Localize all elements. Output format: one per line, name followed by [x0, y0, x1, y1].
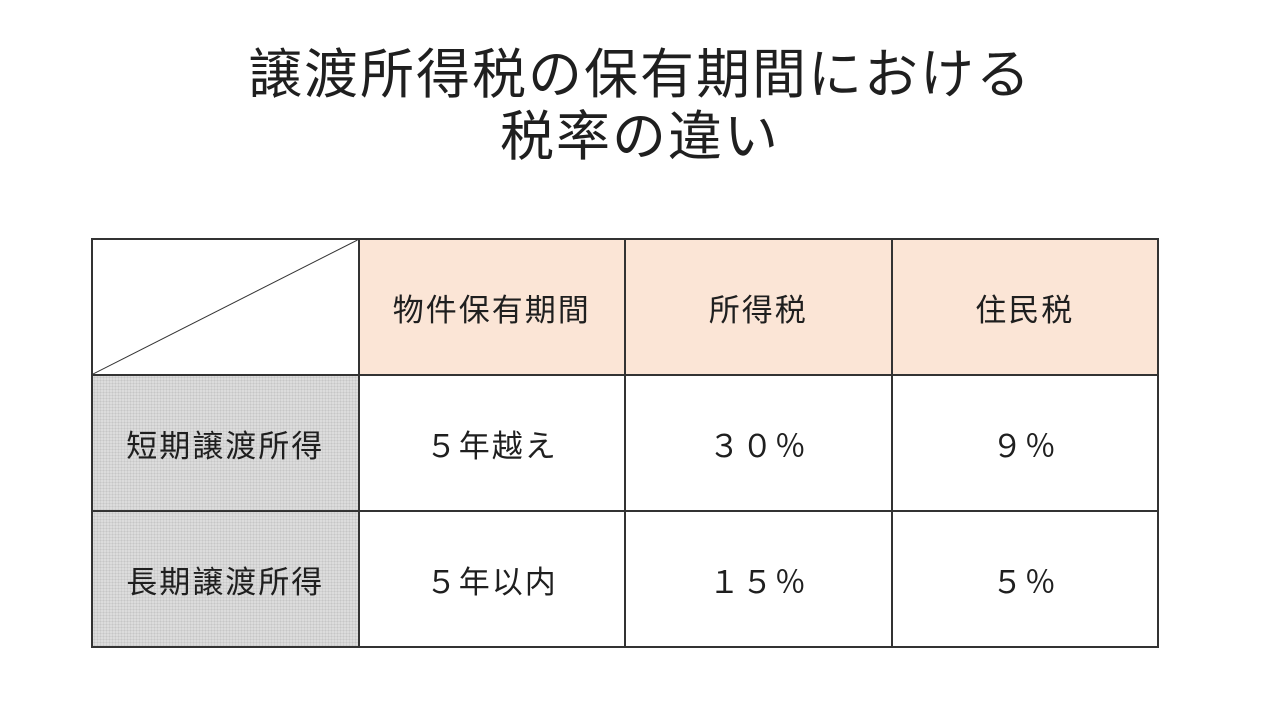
slide-title: 譲渡所得税の保有期間における 税率の違い: [0, 44, 1280, 168]
header-income-tax: 所得税: [624, 238, 893, 376]
slide-title-line2: 税率の違い: [500, 107, 780, 168]
row-label-long-term: 長期譲渡所得: [91, 510, 360, 648]
corner-cell: [91, 238, 360, 376]
cell-short-term-period: ５年越え: [357, 374, 626, 512]
cell-long-term-resident-tax: ５％: [890, 510, 1159, 648]
table-row-short-term: 短期譲渡所得 ５年越え ３０％ ９％: [91, 374, 1159, 512]
cell-short-term-income-tax: ３０％: [624, 374, 893, 512]
tax-rate-table: 物件保有期間 所得税 住民税 短期譲渡所得 ５年越え ３０％ ９％ 長期譲渡所得…: [91, 238, 1159, 648]
cell-long-term-period: ５年以内: [357, 510, 626, 648]
diagonal-line: [93, 240, 358, 374]
table-header-row: 物件保有期間 所得税 住民税: [91, 238, 1159, 376]
header-resident-tax: 住民税: [890, 238, 1159, 376]
row-label-short-term: 短期譲渡所得: [91, 374, 360, 512]
header-holding-period: 物件保有期間: [357, 238, 626, 376]
cell-long-term-income-tax: １５％: [624, 510, 893, 648]
table-row-long-term: 長期譲渡所得 ５年以内 １５％ ５％: [91, 510, 1159, 648]
cell-short-term-resident-tax: ９％: [890, 374, 1159, 512]
slide-title-line1: 譲渡所得税の保有期間における: [248, 45, 1032, 105]
